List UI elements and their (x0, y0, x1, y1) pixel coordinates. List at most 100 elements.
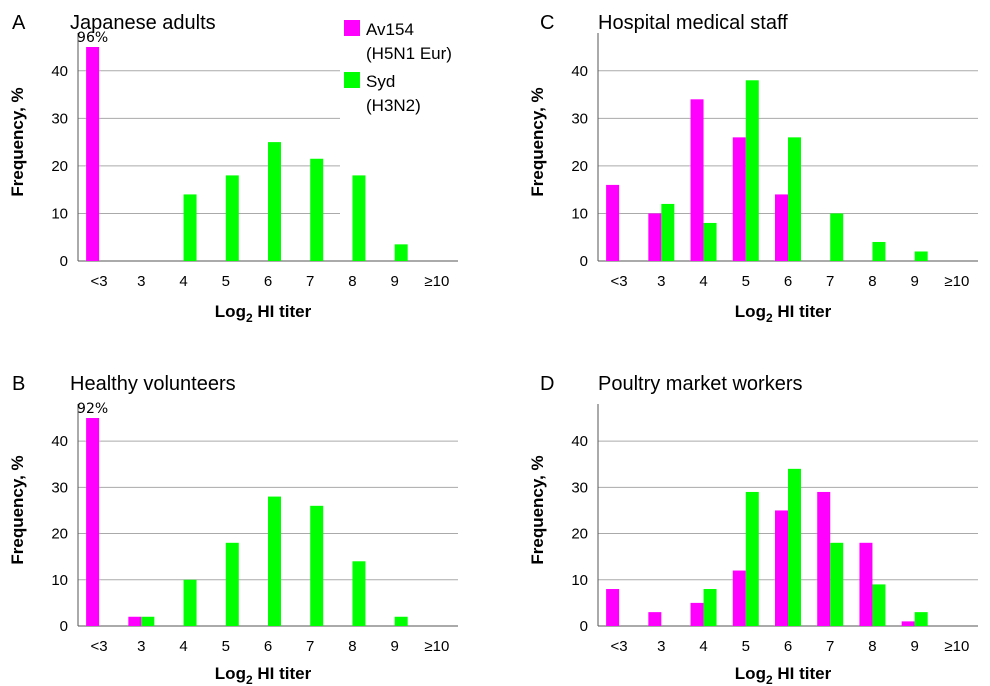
y-tick-label: 20 (571, 526, 588, 543)
bar-syd-4 (788, 468, 801, 626)
panel-title: Poultry market workers (598, 373, 803, 395)
bar-syd-4 (268, 142, 281, 261)
bar-syd-1 (661, 203, 675, 261)
y-tick-label: 0 (60, 253, 68, 270)
x-axis-title: Log2 HI titer (215, 302, 312, 325)
x-tick-label: 5 (742, 273, 750, 290)
x-tick-label: 8 (348, 273, 356, 290)
x-tick-label: 3 (657, 638, 665, 655)
bar-syd-2 (703, 222, 717, 261)
bar-av154-4 (775, 510, 788, 626)
overflow-label: 96% (77, 30, 108, 46)
x-tick-label: 9 (390, 638, 398, 655)
x-tick-label: 4 (179, 273, 187, 290)
bar-syd-5 (830, 213, 844, 261)
x-tick-label: 4 (699, 638, 707, 655)
bar-av154-0 (606, 184, 620, 261)
x-tick-label: ≥10 (944, 273, 969, 290)
bar-av154-1 (648, 213, 662, 261)
panel-title: Hospital medical staff (598, 12, 788, 34)
x-tick-label: 8 (868, 273, 876, 290)
bar-syd-7 (914, 612, 928, 626)
bar-syd-4 (268, 496, 281, 626)
bar-av154-7 (901, 621, 915, 626)
x-tick-label: 7 (306, 638, 314, 655)
x-tick-label: 8 (348, 638, 356, 655)
x-axis-title: Log2 HI titer (215, 664, 312, 686)
x-tick-label: <3 (91, 273, 108, 290)
x-tick-label: 4 (699, 273, 707, 290)
y-tick-label: 30 (51, 110, 68, 127)
x-tick-label: 5 (222, 273, 230, 290)
bar-syd-6 (352, 175, 366, 261)
y-tick-label: 0 (580, 618, 588, 635)
y-tick-label: 40 (571, 63, 588, 80)
legend-sublabel-av154: (H5N1 Eur) (366, 44, 452, 63)
x-tick-label: 3 (137, 638, 145, 655)
x-tick-label: 4 (179, 638, 187, 655)
panel-letter: D (540, 373, 554, 395)
x-tick-label: 6 (784, 273, 792, 290)
bar-av154-0 (86, 418, 100, 626)
bar-av154-4 (775, 194, 788, 261)
legend-swatch-syd (344, 72, 360, 88)
y-axis-title: Frequency, % (528, 87, 547, 196)
y-tick-label: 40 (51, 63, 68, 80)
bar-syd-6 (352, 561, 366, 626)
bar-syd-1 (141, 616, 155, 626)
bar-syd-2 (183, 579, 197, 626)
panel-title: Japanese adults (70, 12, 216, 34)
panel-letter: A (12, 12, 26, 34)
bar-syd-3 (225, 542, 239, 626)
y-tick-label: 0 (580, 253, 588, 270)
bar-syd-7 (914, 251, 928, 261)
bar-av154-6 (859, 542, 873, 626)
legend-label-syd: Syd (366, 72, 395, 91)
panel-letter: B (12, 373, 25, 395)
y-tick-label: 40 (51, 433, 68, 450)
bar-av154-1 (128, 616, 142, 626)
y-tick-label: 10 (571, 572, 588, 589)
y-tick-label: 10 (51, 572, 68, 589)
legend-swatch-av154 (344, 20, 360, 36)
x-tick-label: 3 (657, 273, 665, 290)
bar-syd-5 (310, 505, 324, 626)
bar-syd-5 (830, 542, 844, 626)
bar-av154-0 (606, 589, 620, 626)
bar-av154-5 (817, 491, 831, 626)
bar-av154-1 (648, 612, 662, 626)
x-tick-label: ≥10 (424, 273, 449, 290)
x-tick-label: 9 (910, 638, 918, 655)
bar-syd-2 (183, 194, 197, 261)
bar-syd-5 (310, 158, 324, 261)
panel-c: C Hospital medical staff 0 10 20 30 40 <3 3 4 5 6 7 8… (528, 12, 978, 325)
x-tick-label: ≥10 (944, 638, 969, 655)
x-tick-label: 5 (742, 638, 750, 655)
y-tick-label: 10 (51, 205, 68, 222)
bar-av154-2 (690, 99, 704, 261)
y-tick-label: 30 (51, 479, 68, 496)
x-tick-label: 7 (826, 273, 834, 290)
x-tick-label: 9 (910, 273, 918, 290)
y-tick-label: 30 (571, 110, 588, 127)
panel-d: D Poultry market workers 0 10 20 30 40 <3 3 4 5 6 7 8… (528, 373, 978, 686)
y-tick-label: 0 (60, 618, 68, 635)
x-tick-label: 6 (264, 638, 272, 655)
x-tick-label: 5 (222, 638, 230, 655)
x-tick-label: 8 (868, 638, 876, 655)
panel-b: B Healthy volunteers 0 10 20 30 40 <3 3 4 5 6 7 8 9 ≥10… (8, 373, 458, 686)
x-axis-title: Log2 HI titer (735, 664, 832, 686)
overflow-label: 92% (77, 401, 108, 417)
x-tick-label: 3 (137, 273, 145, 290)
bar-syd-6 (872, 241, 886, 261)
bar-syd-3 (225, 175, 239, 261)
y-tick-label: 20 (51, 158, 68, 175)
y-tick-label: 30 (571, 479, 588, 496)
panel-title: Healthy volunteers (70, 373, 236, 395)
bar-av154-2 (690, 602, 704, 626)
legend-sublabel-syd: (H3N2) (366, 96, 421, 115)
y-axis-title: Frequency, % (8, 455, 27, 564)
bar-syd-4 (788, 137, 801, 261)
bar-syd-3 (745, 80, 759, 262)
